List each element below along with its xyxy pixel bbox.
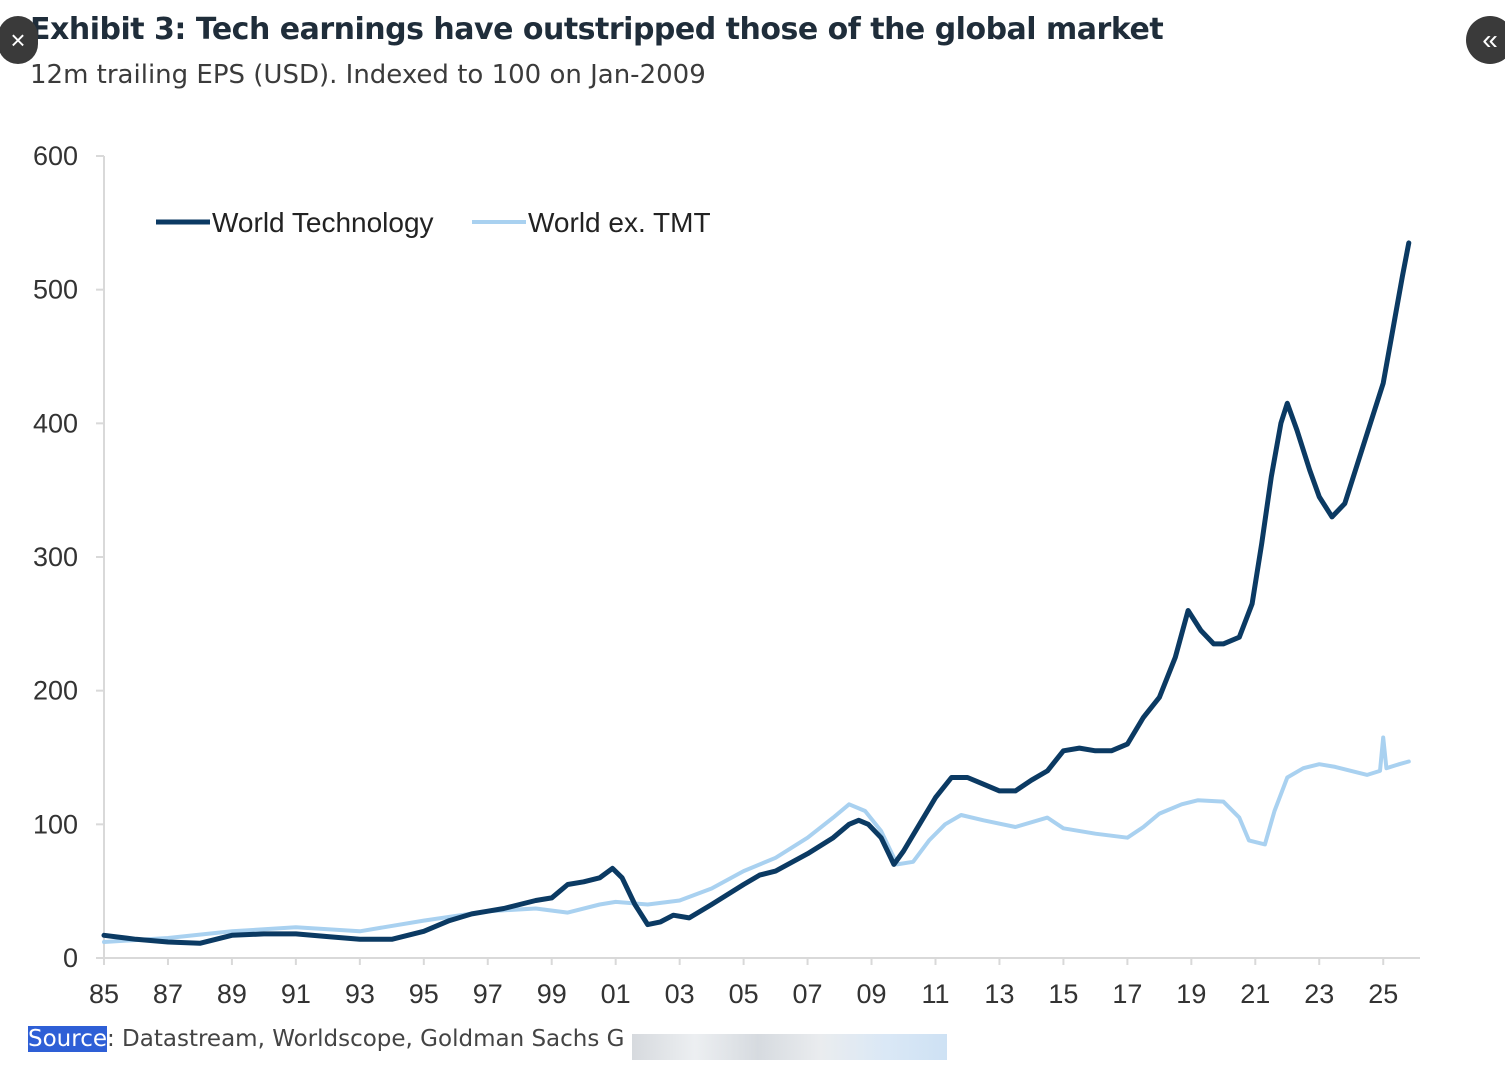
watermark-blur bbox=[632, 1034, 947, 1060]
double-chevron-left-icon: « bbox=[1482, 24, 1498, 55]
x-tick-label: 09 bbox=[857, 979, 887, 1009]
x-tick-label: 13 bbox=[984, 979, 1014, 1009]
legend-label: World Technology bbox=[212, 207, 434, 238]
collapse-panel-button[interactable]: « bbox=[1466, 16, 1505, 64]
x-tick-label: 93 bbox=[345, 979, 375, 1009]
x-tick-label: 19 bbox=[1176, 979, 1206, 1009]
series-line-world-technology bbox=[101, 240, 1412, 946]
x-tick-label: 05 bbox=[729, 979, 759, 1009]
x-tick-label: 91 bbox=[281, 979, 311, 1009]
x-tick-label: 87 bbox=[153, 979, 183, 1009]
eps-line-chart: 0 100 200 300 400 500 600 85 87 89 91 93 95 97 99 01 03 0… bbox=[33, 141, 1420, 1009]
x-tick-label: 11 bbox=[921, 979, 949, 1009]
close-icon: × bbox=[10, 25, 26, 55]
x-tick-label: 99 bbox=[537, 979, 567, 1009]
chart-subtitle: 12m trailing EPS (USD). Indexed to 100 o… bbox=[30, 60, 706, 90]
legend-label: World ex. TMT bbox=[528, 207, 711, 238]
series-line-world-ex-tmt bbox=[102, 735, 1411, 944]
y-tick-label: 300 bbox=[33, 542, 78, 572]
close-button[interactable]: × bbox=[0, 16, 38, 64]
source-note: Source: Datastream, Worldscope, Goldman … bbox=[28, 1026, 625, 1052]
x-tick-label: 97 bbox=[473, 979, 503, 1009]
x-tick-label: 01 bbox=[601, 979, 631, 1009]
x-tick-label: 17 bbox=[1112, 979, 1142, 1009]
y-tick-label: 400 bbox=[33, 408, 78, 438]
source-text: : Datastream, Worldscope, Goldman Sachs … bbox=[107, 1026, 625, 1052]
x-tick-label: 03 bbox=[665, 979, 695, 1009]
chart-title: Exhibit 3: Tech earnings have outstrippe… bbox=[30, 12, 1164, 47]
x-tick-label: 15 bbox=[1048, 979, 1078, 1009]
source-label: Source bbox=[28, 1026, 107, 1052]
x-tick-label: 25 bbox=[1368, 979, 1398, 1009]
y-tick-label: 600 bbox=[33, 141, 78, 171]
y-tick-label: 0 bbox=[63, 943, 78, 973]
y-tick-label: 100 bbox=[33, 809, 78, 839]
y-tick-label: 200 bbox=[33, 676, 78, 706]
x-tick-label: 21 bbox=[1240, 979, 1270, 1009]
x-tick-label: 85 bbox=[89, 979, 119, 1009]
x-tick-label: 89 bbox=[217, 979, 247, 1009]
x-tick-label: 07 bbox=[793, 979, 823, 1009]
x-tick-label: 23 bbox=[1304, 979, 1334, 1009]
x-tick-label: 95 bbox=[409, 979, 439, 1009]
y-tick-label: 500 bbox=[33, 275, 78, 305]
